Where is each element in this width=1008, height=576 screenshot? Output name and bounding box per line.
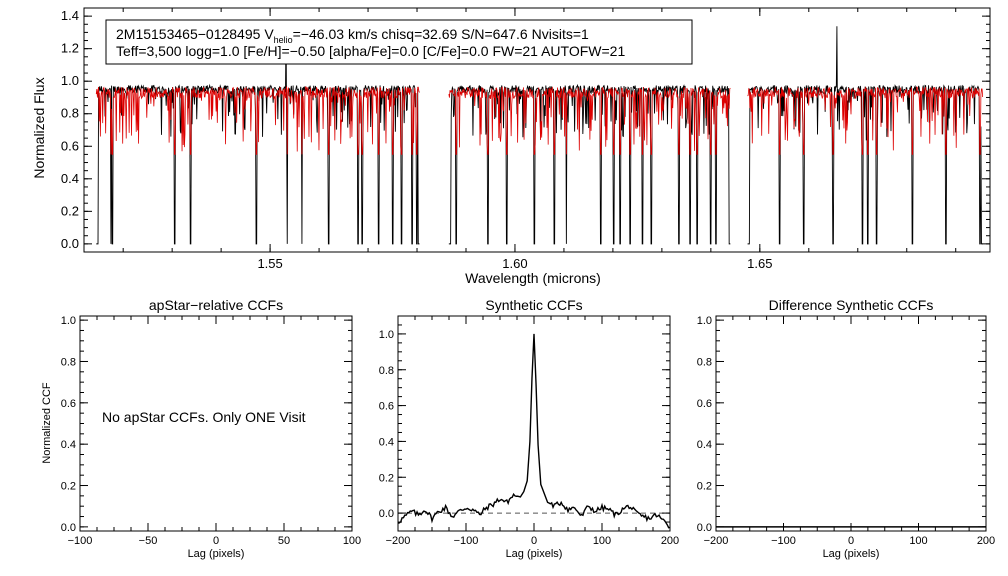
x-tick-label: 0 [848, 535, 854, 547]
synthetic-ccf-series [397, 333, 671, 529]
info-v-subscript: helio [274, 35, 293, 45]
synthetic-ccf-title: Synthetic CCFs [485, 297, 582, 313]
difference-ccf-xlabel: Lag (pixels) [823, 548, 880, 560]
y-tick-label: 0.4 [61, 439, 76, 451]
spectrum-series [95, 26, 984, 245]
difference-ccf-ticks: −200 −100 0 100 200 0.0 0.2 0.4 0.6 0.8 1.0 [697, 315, 995, 547]
y-tick-label: 0.0 [61, 236, 79, 251]
x-tick-label: −100 [771, 535, 796, 547]
y-tick-label: 1.0 [61, 315, 76, 327]
info-line-2: Teff=3,500 logg=1.0 [Fe/H]=−0.50 [alpha/… [116, 43, 625, 59]
x-tick-label: 200 [661, 535, 679, 547]
apstar-ccf-ticks: −100 −50 0 50 100 0.0 0.2 0.4 0.6 0.8 1.0 [61, 315, 361, 547]
y-tick-label: 0.8 [61, 356, 76, 368]
spectrum-xlabel: Wavelength (microns) [465, 270, 601, 286]
info-star-id: 2M15153465−0128495 [116, 26, 261, 42]
apstar-ccf-ylabel: Normalized CCF [41, 382, 53, 464]
y-tick-label: 0.0 [697, 522, 712, 534]
y-tick-label: 1.2 [61, 41, 79, 56]
synthetic-ccf-ticks: −200 −100 0 100 200 0.0 0.2 0.4 0.6 0.8 1.0 [379, 315, 679, 547]
model-spectrum-line [747, 85, 984, 155]
y-tick-label: 1.0 [61, 73, 79, 88]
model-spectrum-line [448, 86, 731, 155]
observed-spectrum-line [747, 26, 983, 245]
y-tick-label: 0.6 [61, 138, 79, 153]
y-tick-label: 0.2 [61, 203, 79, 218]
x-tick-label: −200 [386, 535, 411, 547]
y-tick-label: 0.4 [697, 439, 712, 451]
apstar-ccf-title: apStar−relative CCFs [149, 297, 283, 313]
info-v-label: V [264, 26, 274, 42]
y-tick-label: 0.6 [379, 401, 394, 413]
y-tick-label: 0.8 [697, 356, 712, 368]
y-tick-label: 0.6 [697, 398, 712, 410]
synthetic-ccf-xlabel: Lag (pixels) [506, 548, 563, 560]
y-tick-label: 0.8 [61, 106, 79, 121]
x-tick-label: 1.60 [502, 256, 527, 271]
apstar-ccf-annotation: No apStar CCFs. Only ONE Visit [102, 409, 306, 425]
model-spectrum-line [95, 85, 420, 155]
apstar-ccf-xlabel: Lag (pixels) [188, 548, 245, 560]
info-box-frame [105, 19, 693, 65]
x-tick-label: 0 [531, 535, 537, 547]
synthetic-ccf-panel: Synthetic CCFs −200 −100 0 100 200 0.0 0.2 0.4 0… [379, 297, 679, 560]
y-tick-label: 0.0 [61, 522, 76, 534]
difference-ccf-panel: Difference Synthetic CCFs −200 −100 0 100 20… [697, 297, 995, 560]
y-tick-label: 1.0 [697, 315, 712, 327]
x-tick-label: 1.65 [747, 256, 772, 271]
y-tick-label: 1.4 [61, 8, 79, 23]
x-tick-label: 0 [213, 535, 219, 547]
y-tick-label: 0.6 [61, 398, 76, 410]
x-tick-label: 100 [593, 535, 611, 547]
x-tick-label: −200 [704, 535, 729, 547]
y-tick-label: 0.4 [61, 171, 79, 186]
difference-ccf-title: Difference Synthetic CCFs [769, 297, 934, 313]
x-tick-label: −100 [68, 535, 93, 547]
synthetic-ccf-line [397, 333, 671, 529]
y-tick-label: 0.2 [379, 472, 394, 484]
spectrum-info-box: 2M15153465−0128495 Vhelio=−46.03 km/s ch… [105, 19, 693, 65]
y-tick-label: 0.8 [379, 365, 394, 377]
x-tick-label: −50 [139, 535, 158, 547]
x-tick-label: 1.55 [257, 256, 282, 271]
y-tick-label: 0.4 [379, 436, 394, 448]
apstar-ccf-panel: apStar−relative CCFs −100 −50 0 50 100 0.0 0.2… [41, 297, 361, 560]
x-tick-label: 200 [977, 535, 995, 547]
spectrum-ylabel: Normalized Flux [31, 77, 47, 178]
x-tick-label: −100 [454, 535, 479, 547]
x-tick-label: 50 [278, 535, 290, 547]
difference-ccf-axes-frame [715, 315, 987, 532]
y-tick-label: 0.0 [379, 508, 394, 520]
info-v-rest: =−46.03 km/s chisq=32.69 S/N=647.6 Nvisi… [293, 26, 589, 42]
y-tick-label: 1.0 [379, 329, 394, 341]
info-line-1: 2M15153465−0128495 Vhelio=−46.03 km/s ch… [116, 26, 589, 45]
spectrum-panel: 1.55 1.60 1.65 0.0 0.2 0.4 0.6 0.8 1.0 1.2 1.4 2M1… [31, 7, 991, 286]
y-tick-label: 0.2 [697, 481, 712, 493]
x-tick-label: 100 [909, 535, 927, 547]
x-tick-label: 100 [343, 535, 361, 547]
spectrum-ticks: 1.55 1.60 1.65 0.0 0.2 0.4 0.6 0.8 1.0 1.2 1.4 [61, 7, 990, 271]
y-tick-label: 0.2 [61, 481, 76, 493]
